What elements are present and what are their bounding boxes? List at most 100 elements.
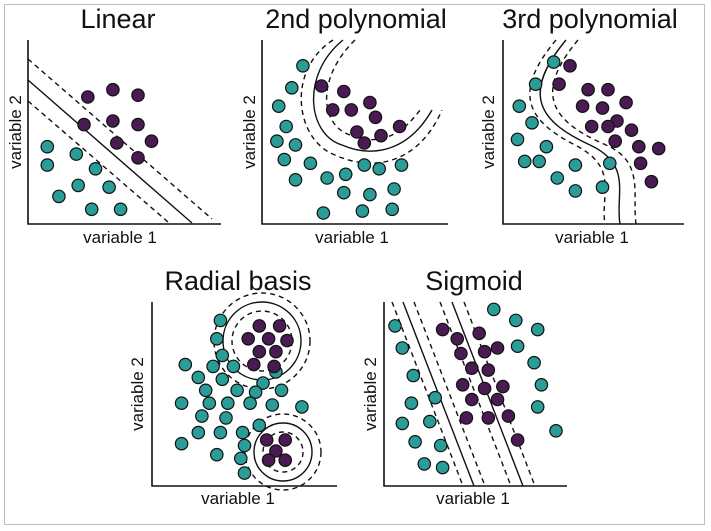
data-point-class-b [581,82,595,97]
y-axis-label: variable 2 [361,357,380,431]
data-point-class-a [113,202,128,217]
margin-line-lower [27,100,169,223]
data-point-class-b [595,101,610,115]
panel-title: Linear [80,4,155,34]
axes [383,302,567,487]
data-point-class-a [84,202,99,217]
data-point-class-b [464,392,479,407]
data-point-class-b [325,103,340,117]
data-point-class-a [316,206,331,220]
data-point-class-a [210,447,224,462]
data-point-class-b [280,333,294,348]
data-point-class-a [357,158,372,172]
data-point-class-b [477,381,492,396]
data-point-class-b [450,331,464,346]
y-axis-label: variable 2 [240,95,259,169]
data-point-class-a [226,359,241,374]
data-point-class-a [234,451,248,466]
data-point-class-b [241,331,255,346]
data-point-class-a [243,396,257,410]
scatter-points [388,302,563,475]
data-point-class-b [278,433,292,447]
data-point-class-a [355,204,370,218]
data-point-class-a [546,55,561,69]
data-point-class-b [261,453,276,467]
data-point-class-a [88,162,103,176]
data-point-class-a [237,466,252,480]
scatter-points [174,313,309,480]
data-point-class-a [265,398,280,412]
data-point-class-a [288,138,303,152]
data-point-class-b [106,82,120,97]
data-point-class-b [269,444,283,458]
margin-line-1b [413,301,486,487]
data-point-class-b [261,331,276,346]
scatter-points [270,59,409,220]
data-point-class-a [213,425,228,440]
data-point-class-a [191,425,206,440]
panel-sigmoid: Sigmoid variable 1 variable 2 [361,266,567,508]
data-point-class-a [408,434,422,449]
data-point-class-b [644,174,659,189]
data-point-class-a [530,322,545,337]
data-point-class-b [278,453,292,467]
panel-3rd-polynomial: 3rd polynomial variable 1 variable 2 [479,4,684,247]
x-axis-label: variable 1 [555,228,629,247]
data-point-class-a [320,171,334,185]
decision-circle-bottom [253,422,313,482]
data-point-class-b [464,361,479,375]
data-point-class-a [372,162,386,176]
data-point-class-b [336,84,351,99]
data-point-class-b [563,59,577,73]
data-point-class-a [395,341,410,355]
data-point-class-b [131,88,145,102]
data-point-class-a [510,339,525,353]
data-point-class-a [288,173,303,187]
data-point-class-b [601,82,615,97]
data-point-class-a [174,436,189,451]
data-point-class-a [486,302,501,317]
panel-title: 2nd polynomial [265,4,447,34]
data-point-class-b [481,363,496,377]
data-point-class-b [454,346,468,361]
data-point-class-b [131,151,145,165]
axes [27,40,221,225]
data-point-class-a [279,119,293,134]
data-point-class-a [510,132,525,147]
data-point-class-a [174,396,189,410]
data-point-class-a [284,81,299,95]
data-point-class-b [314,79,329,93]
x-axis-label: variable 1 [315,228,389,247]
decision-boundaries [529,39,637,225]
data-point-class-b [608,134,622,148]
data-point-class-b [77,117,91,132]
data-point-class-b [481,411,496,425]
y-axis-label: variable 2 [479,95,498,169]
data-point-class-b [651,141,666,156]
data-point-class-b [357,136,372,150]
data-point-class-b [252,319,267,333]
data-point-class-a [435,460,450,475]
data-point-class-b [363,95,377,110]
data-point-class-a [602,156,617,171]
data-point-class-a [235,425,250,440]
data-point-class-a [274,383,289,398]
decision-curve [312,39,433,152]
data-point-class-a [512,99,527,113]
data-point-class-b [490,341,505,355]
panel-title: Sigmoid [425,266,523,296]
data-point-class-b [247,357,261,372]
data-point-class-b [472,326,486,341]
data-point-class-a [428,390,442,405]
data-point-class-b [496,379,510,394]
margin-line-2a [439,301,512,487]
margin-circle-outer-top [213,292,311,390]
decision-line [27,79,193,224]
data-point-class-a [394,158,409,172]
data-point-class-a [417,457,432,471]
scatter-points [510,55,666,198]
data-point-class-a [40,158,55,172]
data-point-class-a [387,182,401,196]
decision-boundaries [391,301,536,487]
